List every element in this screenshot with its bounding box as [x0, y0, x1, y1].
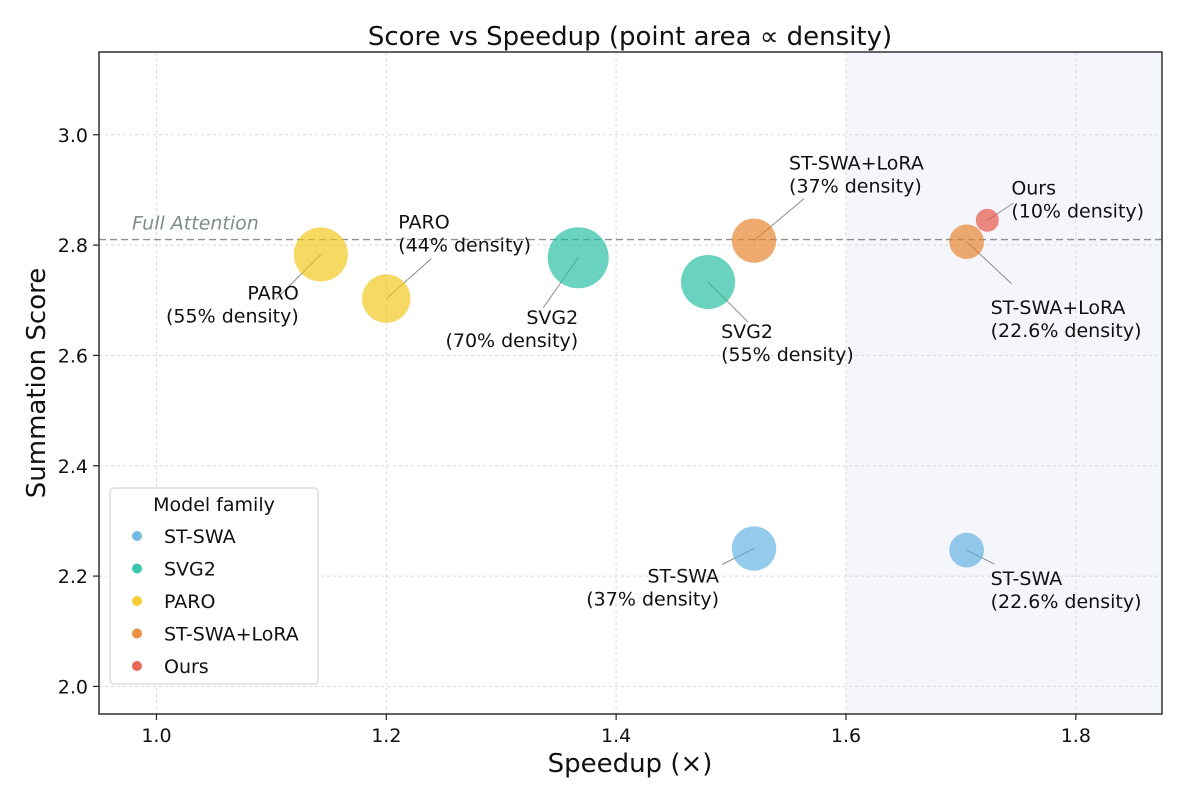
- point-label-name: PARO: [247, 282, 298, 304]
- point-label-name: ST-SWA+LoRA: [991, 297, 1126, 319]
- legend-label: Ours: [164, 656, 209, 678]
- shaded-region: [845, 52, 1162, 714]
- point-label-name: SVG2: [721, 321, 773, 343]
- legend-label: ST-SWA+LoRA: [164, 624, 299, 646]
- point-label-name: SVG2: [526, 307, 578, 329]
- point-label-name: ST-SWA: [647, 566, 719, 588]
- legend-marker: [132, 563, 142, 574]
- data-point: [731, 526, 777, 571]
- legend-marker: [132, 531, 142, 541]
- point-label-density: (55% density): [721, 344, 854, 366]
- legend-label: PARO: [164, 591, 215, 613]
- legend-label: SVG2: [164, 559, 216, 581]
- point-label-density: (70% density): [445, 330, 578, 352]
- y-axis-label: Summation Score: [22, 268, 52, 498]
- point-label-name: Ours: [1011, 177, 1056, 199]
- data-point: [949, 532, 984, 568]
- y-tick-label: 2.4: [58, 456, 88, 478]
- y-tick-label: 3.0: [58, 125, 88, 147]
- point-label-density: (44% density): [398, 235, 531, 257]
- legend-marker: [132, 628, 142, 639]
- full-attention-label: Full Attention: [132, 213, 259, 235]
- x-tick-label: 1.0: [141, 725, 171, 747]
- y-tick-label: 2.0: [58, 676, 88, 698]
- x-tick-label: 1.4: [601, 725, 631, 747]
- x-tick-label: 1.6: [831, 725, 861, 747]
- point-label-name: PARO: [398, 212, 449, 234]
- point-label-density: (22.6% density): [991, 591, 1142, 613]
- data-point: [362, 274, 411, 323]
- x-tick-label: 1.8: [1061, 725, 1091, 747]
- plot-frame: [98, 51, 1163, 715]
- x-axis-label: Speedup (×): [548, 749, 713, 779]
- data-point: [293, 227, 348, 282]
- legend-marker: [132, 661, 142, 671]
- legend-marker: [132, 596, 142, 606]
- data-point: [975, 208, 999, 232]
- legend-box: [109, 487, 319, 685]
- point-label-density: (22.6% density): [991, 320, 1142, 342]
- point-label-density: (37% density): [586, 589, 719, 611]
- y-tick-label: 2.8: [58, 235, 88, 257]
- chart-title: Score vs Speedup (point area ∝ density): [368, 22, 892, 52]
- y-tick-label: 2.6: [58, 345, 88, 367]
- data-point: [681, 254, 736, 310]
- legend-label: ST-SWA: [164, 526, 236, 548]
- point-label-density: (10% density): [1011, 200, 1144, 222]
- point-label-density: (37% density): [789, 176, 922, 198]
- data-point: [731, 218, 777, 263]
- data-point: [949, 224, 984, 260]
- point-label-name: ST-SWA+LoRA: [789, 153, 924, 175]
- point-label-density: (55% density): [166, 305, 299, 327]
- legend-title: Model family: [153, 494, 275, 516]
- x-tick-label: 1.2: [371, 725, 401, 747]
- y-tick-label: 2.2: [58, 566, 88, 588]
- point-label-name: ST-SWA: [991, 568, 1063, 590]
- data-point: [547, 227, 609, 289]
